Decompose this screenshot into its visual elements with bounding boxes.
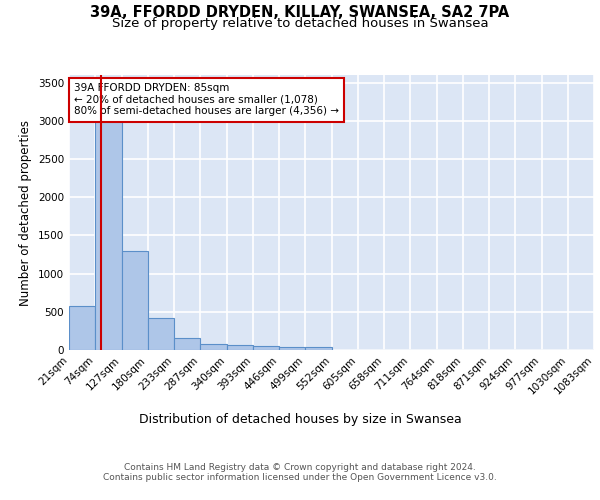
Bar <box>148 318 174 350</box>
Bar <box>69 306 95 350</box>
Text: 39A, FFORDD DRYDEN, KILLAY, SWANSEA, SA2 7PA: 39A, FFORDD DRYDEN, KILLAY, SWANSEA, SA2… <box>91 5 509 20</box>
Text: 39A FFORDD DRYDEN: 85sqm
← 20% of detached houses are smaller (1,078)
80% of sem: 39A FFORDD DRYDEN: 85sqm ← 20% of detach… <box>74 83 339 116</box>
Text: Contains HM Land Registry data © Crown copyright and database right 2024.
Contai: Contains HM Land Registry data © Crown c… <box>103 462 497 482</box>
Bar <box>253 346 279 350</box>
Bar <box>121 250 148 350</box>
Bar <box>305 348 331 350</box>
Y-axis label: Number of detached properties: Number of detached properties <box>19 120 32 306</box>
Bar <box>227 346 253 350</box>
Bar <box>95 98 121 350</box>
Bar <box>200 344 227 350</box>
Text: Distribution of detached houses by size in Swansea: Distribution of detached houses by size … <box>139 412 461 426</box>
Bar <box>279 346 305 350</box>
Bar <box>174 338 200 350</box>
Text: Size of property relative to detached houses in Swansea: Size of property relative to detached ho… <box>112 18 488 30</box>
